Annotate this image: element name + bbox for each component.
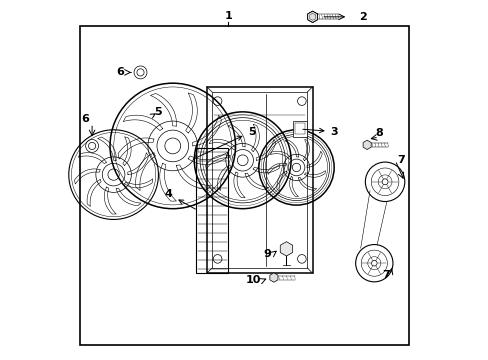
Polygon shape [363, 140, 370, 149]
Bar [212, 92, 306, 268]
Bar [206, 87, 312, 273]
Bar [196, 148, 228, 273]
Polygon shape [307, 11, 317, 23]
Text: 10: 10 [245, 275, 260, 285]
Text: 4: 4 [164, 189, 195, 209]
Bar [292, 121, 306, 137]
Text: 8: 8 [374, 129, 382, 138]
Text: 7: 7 [382, 270, 389, 280]
Text: 1: 1 [224, 11, 232, 21]
Text: 3: 3 [302, 127, 338, 136]
Text: 5: 5 [193, 127, 255, 159]
Text: 6: 6 [116, 67, 124, 77]
Text: 9: 9 [263, 248, 271, 258]
Bar [294, 123, 305, 134]
Text: 6: 6 [81, 114, 89, 124]
Text: 5: 5 [150, 107, 162, 118]
Text: 7: 7 [396, 155, 404, 165]
Text: 2: 2 [359, 12, 366, 22]
Bar [80, 26, 408, 345]
Polygon shape [280, 242, 292, 256]
Polygon shape [269, 273, 277, 282]
